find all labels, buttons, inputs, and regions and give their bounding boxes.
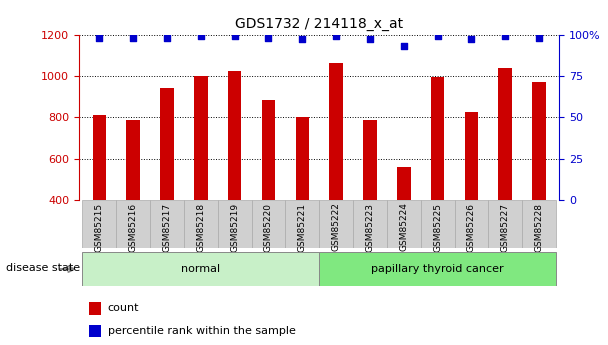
Point	[331, 33, 341, 39]
Point	[128, 35, 138, 41]
Bar	[89, 325, 101, 337]
Text: GSM85224: GSM85224	[399, 203, 408, 252]
Bar	[295, 117, 309, 283]
Point	[94, 35, 104, 41]
Bar	[522, 200, 556, 248]
Bar	[161, 88, 174, 283]
Point	[297, 37, 307, 42]
Bar	[499, 68, 512, 283]
Bar	[488, 200, 522, 248]
Bar	[228, 71, 241, 283]
Text: GSM85217: GSM85217	[162, 203, 171, 252]
Bar	[194, 76, 207, 283]
Point	[365, 37, 375, 42]
Bar	[184, 200, 218, 248]
Text: GSM85223: GSM85223	[365, 203, 375, 252]
Bar	[285, 200, 319, 248]
Text: GSM85221: GSM85221	[298, 203, 307, 252]
Bar	[116, 200, 150, 248]
Bar	[83, 200, 116, 248]
Text: papillary thyroid cancer: papillary thyroid cancer	[371, 264, 504, 274]
Title: GDS1732 / 214118_x_at: GDS1732 / 214118_x_at	[235, 17, 403, 31]
Bar	[261, 100, 275, 283]
Bar	[319, 200, 353, 248]
Bar	[89, 302, 101, 315]
Bar	[455, 200, 488, 248]
Point	[264, 35, 274, 41]
Text: normal: normal	[181, 264, 220, 274]
Bar	[363, 120, 377, 283]
Bar	[218, 200, 252, 248]
Bar	[387, 200, 421, 248]
Text: GSM85228: GSM85228	[534, 203, 544, 252]
Text: GSM85226: GSM85226	[467, 203, 476, 252]
Text: GSM85218: GSM85218	[196, 203, 206, 252]
Bar	[330, 63, 343, 283]
Bar	[532, 82, 546, 283]
Point	[466, 37, 476, 42]
Bar	[353, 200, 387, 248]
Text: percentile rank within the sample: percentile rank within the sample	[108, 326, 295, 336]
Point	[534, 35, 544, 41]
Point	[433, 33, 443, 39]
Bar	[431, 77, 444, 283]
Text: disease state: disease state	[6, 264, 80, 273]
Text: GSM85220: GSM85220	[264, 203, 273, 252]
Bar	[397, 167, 410, 283]
Text: GSM85219: GSM85219	[230, 203, 239, 252]
Point	[230, 33, 240, 39]
Text: count: count	[108, 303, 139, 313]
Text: GSM85222: GSM85222	[331, 203, 340, 252]
Text: GSM85225: GSM85225	[433, 203, 442, 252]
Bar	[126, 120, 140, 283]
Text: GSM85216: GSM85216	[129, 203, 137, 252]
Point	[399, 43, 409, 49]
Bar	[92, 115, 106, 283]
Bar	[319, 252, 556, 286]
Bar	[252, 200, 285, 248]
Point	[162, 35, 172, 41]
Point	[500, 33, 510, 39]
Text: GSM85215: GSM85215	[95, 203, 104, 252]
Bar	[150, 200, 184, 248]
Bar	[83, 252, 319, 286]
Point	[196, 33, 206, 39]
Text: GSM85227: GSM85227	[501, 203, 510, 252]
Bar	[421, 200, 455, 248]
Bar	[465, 112, 478, 283]
